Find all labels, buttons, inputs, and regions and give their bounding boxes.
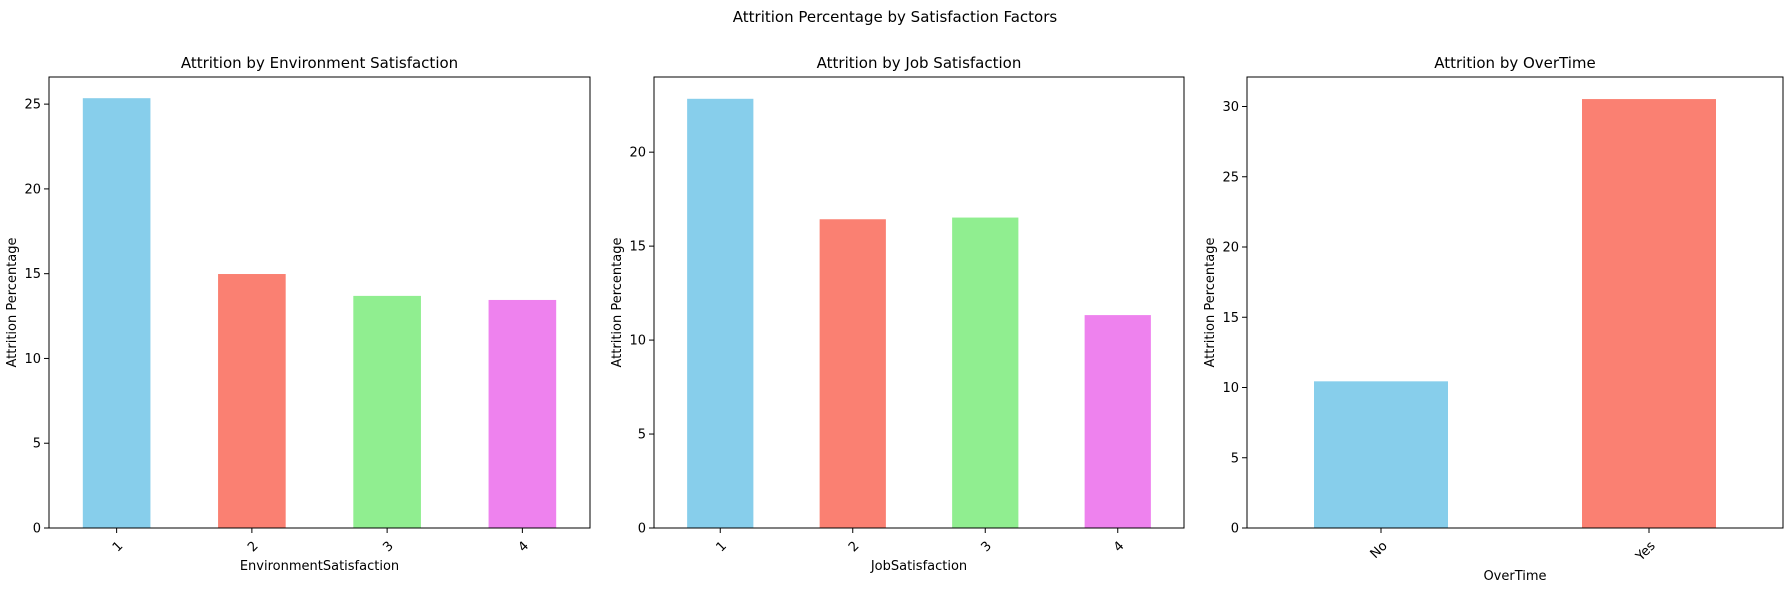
bar-4 — [1084, 315, 1151, 528]
x-tick-label: 3 — [978, 539, 994, 555]
y-tick-label: 5 — [33, 437, 41, 452]
y-tick-label: 10 — [629, 334, 646, 349]
y-tick-label: 20 — [1222, 241, 1239, 256]
y-tick-label: 10 — [24, 352, 41, 367]
bar-yes — [1582, 99, 1716, 528]
y-tick-label: 0 — [638, 522, 646, 537]
y-tick-label: 15 — [629, 240, 646, 255]
y-tick-label: 25 — [1222, 170, 1239, 185]
chart-panel-2: 0 5 10 15 20 1 2 3 4 Attrition by Job Satisfactio… — [610, 54, 1185, 574]
x-tick-label: 2 — [245, 539, 261, 555]
x-axis-label: JobSatisfaction — [870, 559, 967, 574]
chart-panel-3: 0 5 10 15 20 25 30 No Yes Attrition by OverTime Ov… — [1203, 54, 1784, 584]
x-tick-label: Yes — [1632, 539, 1658, 565]
y-axis-label: Attrition Percentage — [1203, 238, 1218, 368]
x-tick-label: No — [1368, 539, 1391, 562]
axes-frame — [653, 76, 1185, 529]
bar-no — [1314, 381, 1448, 528]
y-tick-label: 10 — [1222, 381, 1239, 396]
y-tick-label: 5 — [1231, 451, 1239, 466]
bar-2 — [819, 219, 886, 528]
y-tick-label: 15 — [1222, 311, 1239, 326]
x-axis-label: EnvironmentSatisfaction — [240, 559, 399, 574]
x-tick-label: 2 — [846, 539, 862, 555]
chart-title: Attrition by Job Satisfaction — [817, 54, 1022, 72]
y-tick-label: 25 — [24, 98, 41, 113]
chart-title: Attrition by Environment Satisfaction — [181, 54, 458, 72]
y-tick-label: 5 — [638, 428, 646, 443]
y-tick-label: 0 — [33, 522, 41, 537]
bar-1 — [687, 98, 754, 529]
bar-1 — [82, 98, 151, 528]
x-tick-label: 4 — [516, 539, 532, 555]
bar-2 — [218, 274, 286, 528]
x-axis-label: OverTime — [1483, 569, 1546, 584]
axes-frame — [1246, 76, 1784, 529]
y-axis-label: Attrition Percentage — [610, 238, 625, 368]
y-tick-label: 20 — [629, 146, 646, 161]
chart-panel-1: 0 5 10 15 20 25 1 2 3 4 Attrition by Environment S… — [5, 54, 591, 574]
x-tick-label: 4 — [1111, 539, 1127, 555]
bar-3 — [353, 295, 421, 528]
y-tick-label: 30 — [1222, 100, 1239, 115]
y-tick-label: 20 — [24, 182, 41, 197]
x-tick-label: 1 — [713, 539, 729, 555]
x-tick-label: 3 — [380, 539, 396, 555]
bar-4 — [488, 299, 557, 528]
figure-suptitle: Attrition Percentage by Satisfaction Fac… — [733, 8, 1058, 26]
x-tick-label: 1 — [110, 539, 126, 555]
y-tick-label: 0 — [1231, 522, 1239, 537]
bar-3 — [952, 217, 1019, 528]
y-axis-label: Attrition Percentage — [5, 238, 20, 368]
axes-frame — [48, 76, 591, 529]
y-tick-label: 15 — [24, 267, 41, 282]
chart-title: Attrition by OverTime — [1434, 54, 1596, 72]
